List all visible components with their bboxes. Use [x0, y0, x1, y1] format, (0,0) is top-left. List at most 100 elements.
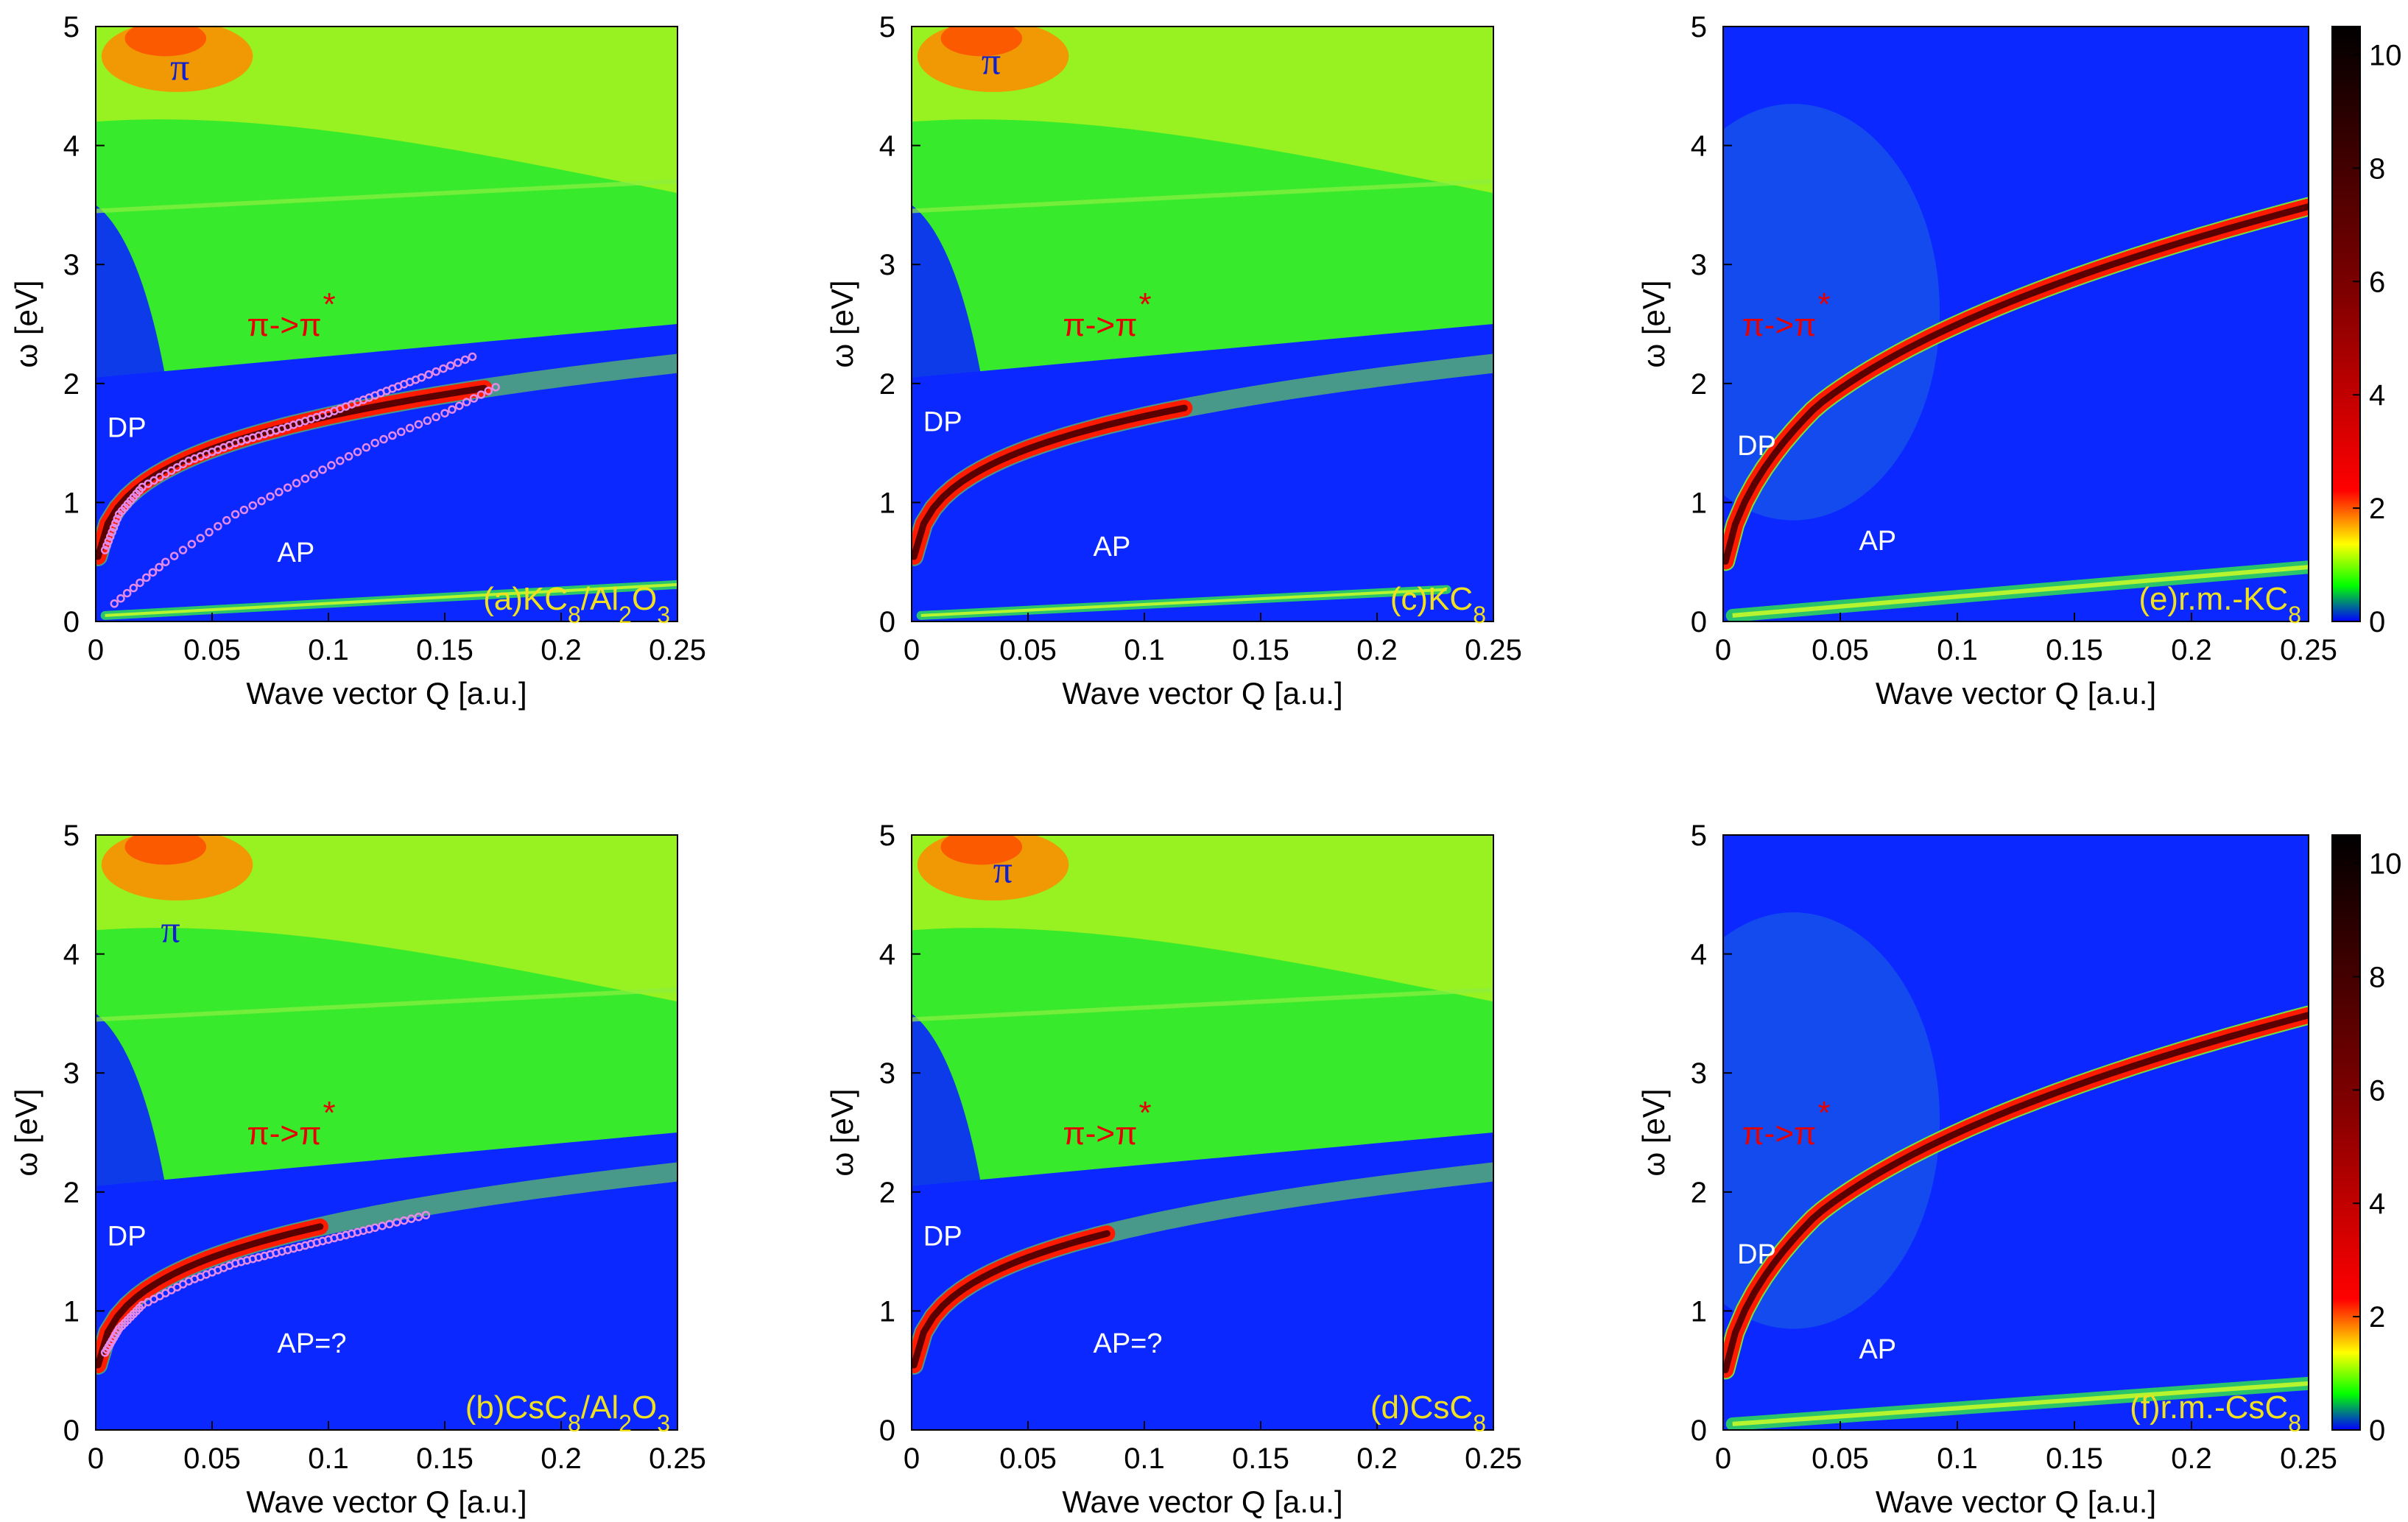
y-tick-label: 5	[63, 820, 80, 852]
overlay-point	[378, 1222, 387, 1230]
panel-b: 0 0.05 0.1 0.15 0.2 0.25 0 1 2 3 4 5 Wave vector Q […	[9, 820, 706, 1519]
heatmap-field	[912, 27, 1493, 621]
x-tick-label: 0.25	[1465, 634, 1522, 666]
plot-frame	[911, 26, 1494, 622]
y-tick-label: 2	[1691, 1177, 1707, 1209]
annotation-dp: DP	[1737, 431, 1776, 462]
y-tick-label: 3	[1691, 249, 1707, 281]
overlay-point	[353, 447, 362, 457]
x-tick-label: 0.1	[308, 634, 349, 666]
y-tick-label: 5	[1691, 820, 1707, 852]
y-axis-label: ω [eV]	[9, 280, 43, 367]
x-tick-label: 0.2	[541, 634, 582, 666]
colorbar-tick-label: 0	[2369, 606, 2385, 638]
y-axis-label: ω [eV]	[1636, 280, 1671, 367]
y-tick-label: 3	[879, 1057, 895, 1090]
heatmap-field	[96, 835, 677, 1430]
y-tick-label: 1	[1691, 1295, 1707, 1328]
pi-plasmon-core	[124, 27, 207, 57]
overlay-point	[484, 387, 493, 395]
overlay-point	[106, 532, 115, 541]
overlay-point	[370, 438, 379, 448]
overlay-point	[104, 537, 113, 546]
annotation-: π->π	[1742, 307, 1816, 343]
overlay-point	[205, 528, 214, 537]
interband-stripe	[912, 987, 1493, 1022]
overlay-point	[135, 578, 144, 588]
y-axis-label: ω [eV]	[825, 1088, 859, 1176]
overlay-point	[397, 427, 406, 437]
x-tick-label: 0.15	[416, 634, 473, 666]
ap-branch-core	[1732, 1381, 2309, 1426]
plot-frame	[95, 26, 678, 622]
heatmap-field	[96, 27, 677, 621]
overlay-point	[370, 1223, 379, 1233]
panel-label: (c)KC8	[1390, 581, 1486, 628]
overlay-point	[230, 510, 240, 519]
overlay-point	[275, 487, 284, 497]
panel-label: (e)r.m.-KC8	[2138, 581, 2301, 628]
overlay-point	[214, 521, 222, 531]
overlay-point	[448, 405, 457, 414]
plot-frame	[911, 834, 1494, 1431]
panel-label: (d)CsC8	[1370, 1389, 1486, 1437]
annotation-: π	[170, 47, 189, 89]
y-tick-label: 1	[879, 487, 895, 519]
y-tick-label: 4	[63, 130, 80, 163]
x-tick-label: 0.2	[1356, 634, 1398, 666]
overlay-point	[327, 461, 336, 470]
overlay-point	[257, 496, 266, 506]
plot-frame	[95, 834, 678, 1431]
y-tick-label: 2	[879, 368, 895, 401]
overlay-point	[421, 1211, 431, 1220]
y-tick-label: 5	[1691, 11, 1707, 43]
dotted-series-0	[100, 1211, 431, 1357]
annotation-dp: DP	[108, 1222, 147, 1253]
x-tick-label: 0	[88, 634, 104, 666]
overlay-point	[385, 1219, 394, 1229]
colorbar-tick-label: 2	[2369, 493, 2385, 525]
overlay-point	[109, 523, 119, 532]
x-tick-label: 0.25	[649, 1442, 706, 1475]
y-tick-label: 2	[1691, 368, 1707, 401]
overlay-point	[222, 515, 231, 525]
overlay-point	[406, 1214, 416, 1223]
y-tick-label: 5	[63, 11, 80, 43]
annotation-: π->π	[247, 307, 321, 343]
y-axis-label: ω [eV]	[1636, 1088, 1671, 1176]
y-axis-label: ω [eV]	[825, 280, 859, 367]
y-tick-label: 4	[879, 939, 895, 971]
x-tick-label: 0	[904, 1442, 920, 1475]
ap-branch-core	[1732, 565, 2309, 618]
y-tick-label: 5	[879, 820, 895, 852]
interband-stripe	[96, 987, 677, 1022]
overlay-point	[248, 501, 258, 510]
overlay-point	[148, 568, 158, 577]
y-tick-label: 0	[1691, 606, 1707, 638]
annotation-star: *	[1138, 1095, 1151, 1131]
y-tick-label: 5	[879, 11, 895, 43]
x-tick-label: 0.15	[1232, 634, 1289, 666]
annotation-star: *	[1818, 286, 1831, 323]
y-tick-label: 0	[63, 606, 80, 638]
haze	[1723, 104, 1940, 521]
panel-label: (a)KC8/Al2O3	[483, 581, 670, 628]
overlay-point	[344, 452, 353, 461]
overlay-point	[113, 514, 122, 524]
overlay-point	[318, 465, 327, 474]
annotation-dp: DP	[1737, 1239, 1776, 1270]
pi-plasmon-core	[940, 835, 1023, 865]
overlay-point	[399, 1216, 409, 1225]
colorbar-tick-label: 0	[2369, 1414, 2385, 1447]
y-tick-label: 3	[1691, 1057, 1707, 1090]
overlay-point	[414, 420, 423, 429]
x-tick-label: 0.25	[2280, 1442, 2337, 1475]
annotation-ap: AP	[1859, 526, 1896, 557]
overlay-point	[388, 431, 397, 440]
heatmap-field	[912, 835, 1493, 1430]
x-tick-label: 0	[88, 1442, 104, 1475]
annotation-: π->π	[247, 1116, 321, 1152]
x-axis-label: Wave vector Q [a.u.]	[246, 1484, 527, 1519]
y-tick-label: 1	[879, 1295, 895, 1328]
